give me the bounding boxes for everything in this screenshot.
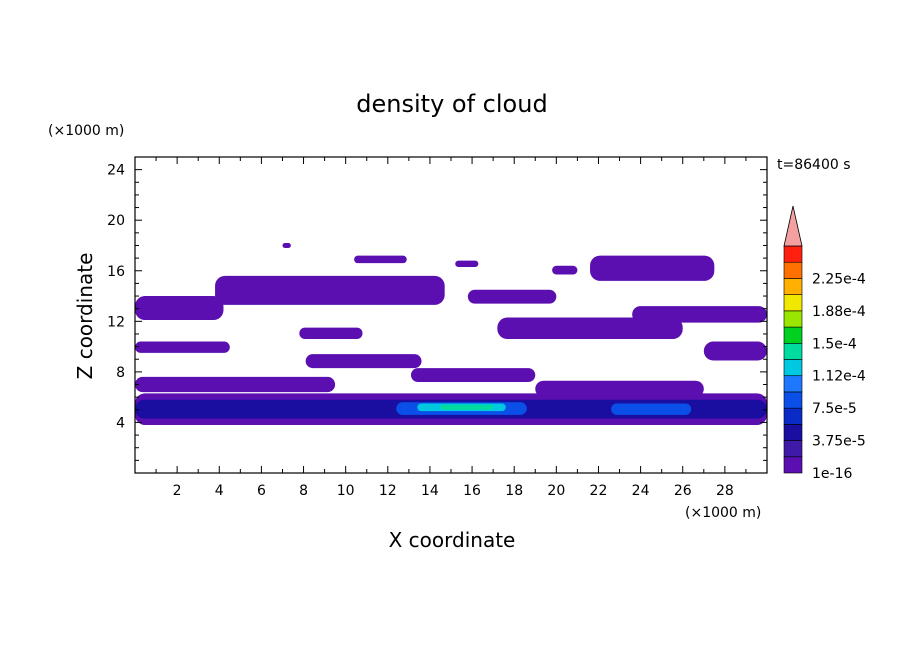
cloud-region-13	[703, 341, 767, 361]
x-axis: 2 4 6 8 10 12 14 16 18 20 22 24 26 28	[155, 157, 747, 499]
cloud-regions	[135, 242, 767, 425]
x-tick-label: 2	[173, 483, 182, 499]
x-tick-label: 12	[379, 483, 397, 499]
cloud-region-4	[215, 275, 445, 305]
cloud-region-7	[282, 242, 291, 249]
colorbar-swatch	[783, 375, 803, 393]
x-tick-label: 28	[716, 483, 734, 499]
cloud-region-6	[455, 260, 479, 267]
colorbar-swatch	[783, 456, 803, 474]
x-tick-label: 24	[632, 483, 650, 499]
cloud-region-8	[467, 289, 557, 304]
x-unit-label: (×1000 m)	[685, 505, 761, 521]
cloud-region-11	[497, 317, 683, 340]
y-tick-label: 24	[107, 163, 125, 179]
x-tick-label: 18	[505, 483, 523, 499]
y-unit-label: (×1000 m)	[48, 123, 124, 139]
time-label: t=86400 s	[777, 157, 851, 173]
x-axis-title: X coordinate	[389, 528, 516, 552]
colorbar-swatch	[783, 407, 803, 425]
colorbar-swatch	[783, 294, 803, 312]
x-tick-label: 26	[674, 483, 692, 499]
y-tick-label: 20	[107, 213, 125, 229]
colorbar-swatch	[783, 326, 803, 344]
x-tick-label: 6	[257, 483, 266, 499]
colorbar-label: 1.88e-4	[812, 304, 866, 320]
colorbar-swatch	[783, 245, 803, 263]
colorbar-swatch	[783, 278, 803, 295]
y-axis: 4 8 12 16 20 24	[107, 163, 767, 461]
cloud-region-10	[590, 255, 715, 281]
cloud-region-9	[552, 265, 578, 275]
chart-title: density of cloud	[356, 90, 547, 118]
colorbar-overflow-triangle	[783, 205, 803, 247]
colorbar-swatch	[783, 391, 803, 409]
x-tick-label: 16	[463, 483, 481, 499]
x-tick-label: 4	[215, 483, 224, 499]
y-tick-label: 12	[107, 314, 125, 330]
colorbar-swatch	[783, 261, 803, 279]
cloud-region-14	[305, 354, 422, 369]
cloud-region-17	[535, 380, 704, 398]
colorbar-label: 3.75e-5	[812, 434, 866, 450]
cloud-region-1	[135, 376, 336, 393]
cloud-region-3	[135, 296, 224, 321]
colorbar-swatch	[783, 342, 803, 360]
x-tick-label: 20	[547, 483, 565, 499]
colorbar-label: 2.25e-4	[812, 271, 866, 287]
colorbar-label: 1.12e-4	[812, 369, 866, 385]
colorbar-label: 7.5e-5	[812, 401, 857, 417]
x-tick-label: 22	[590, 483, 608, 499]
cloud-region-5	[354, 255, 407, 264]
y-tick-label: 16	[107, 264, 125, 280]
colorbar-swatch	[783, 440, 803, 458]
cloud-region-20	[611, 403, 692, 415]
y-axis-title: Z coordinate	[73, 253, 97, 380]
colorbar: 1e-16 3.75e-5 7.5e-5 1.12e-4 1.5e-4 1.88e-4 2.…	[783, 205, 866, 482]
x-tick-label: 10	[337, 483, 355, 499]
colorbar-swatch	[783, 424, 803, 441]
x-tick-label: 14	[421, 483, 439, 499]
cloud-region-12	[632, 306, 767, 323]
colorbar-label: 1e-16	[812, 466, 852, 482]
cloud-region-16	[410, 368, 536, 382]
y-tick-label: 8	[116, 365, 125, 381]
y-tick-label: 4	[116, 415, 125, 431]
colorbar-label: 1.5e-4	[812, 336, 857, 352]
x-tick-label: 8	[299, 483, 308, 499]
cloud-region-22	[440, 404, 494, 410]
colorbar-swatch	[783, 359, 803, 377]
cloud-region-15	[299, 327, 363, 340]
cloud-region-2	[135, 341, 230, 353]
colorbar-swatch	[783, 310, 803, 328]
